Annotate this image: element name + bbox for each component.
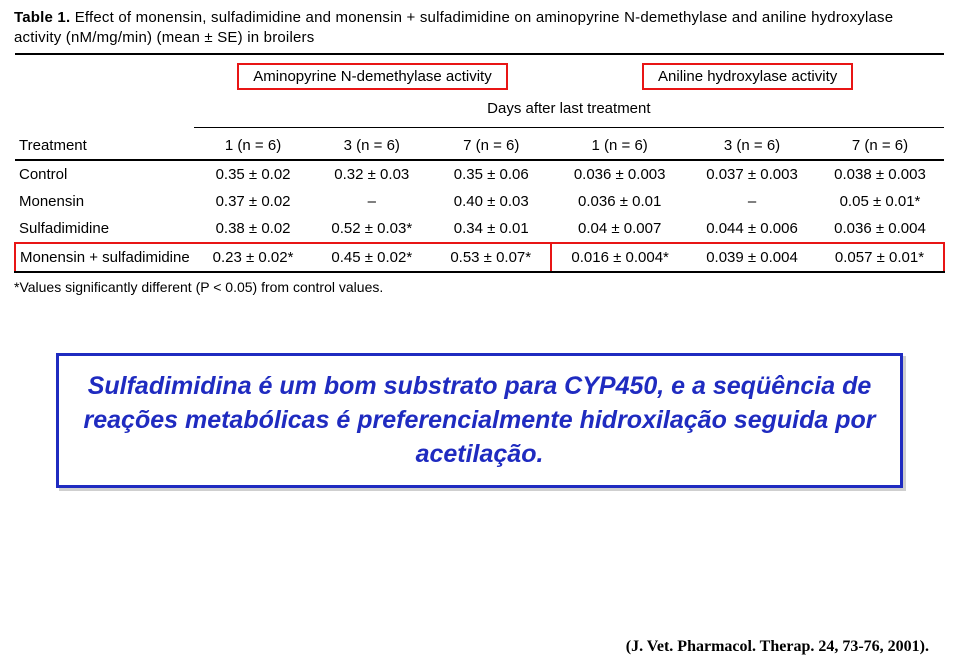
table-row: Control 0.35 ± 0.02 0.32 ± 0.03 0.35 ± 0… xyxy=(15,160,944,188)
day-col-4: 3 (n = 6) xyxy=(688,132,816,160)
table-cell: 0.34 ± 0.01 xyxy=(431,215,551,243)
table-cell: 0.057 ± 0.01* xyxy=(816,243,944,272)
day-col-0: 1 (n = 6) xyxy=(194,132,313,160)
table-cell: 0.40 ± 0.03 xyxy=(431,188,551,215)
caption-text: Effect of monensin, sulfadimidine and mo… xyxy=(14,9,893,46)
day-col-3: 1 (n = 6) xyxy=(551,132,688,160)
citation: (J. Vet. Pharmacol. Therap. 24, 73-76, 2… xyxy=(626,638,929,656)
table-row: Sulfadimidine 0.38 ± 0.02 0.52 ± 0.03* 0… xyxy=(15,215,944,243)
table-cell: 0.23 ± 0.02* xyxy=(194,243,313,272)
row-label: Control xyxy=(15,160,194,188)
table-container: Table 1. Effect of monensin, sulfadimidi… xyxy=(0,0,959,295)
table-row-highlighted: Monensin + sulfadimidine 0.23 ± 0.02* 0.… xyxy=(15,243,944,272)
highlight-text: Sulfadimidina é um bom substrato para CY… xyxy=(77,370,882,471)
activity-header-1: Aminopyrine N-demethylase activity xyxy=(237,63,507,90)
days-rule-row xyxy=(15,122,944,132)
table-cell: 0.037 ± 0.003 xyxy=(688,160,816,188)
table-cell: – xyxy=(312,188,431,215)
day-col-5: 7 (n = 6) xyxy=(816,132,944,160)
caption-prefix: Table 1. xyxy=(14,9,70,26)
table-cell: 0.036 ± 0.003 xyxy=(551,160,688,188)
table-cell: 0.036 ± 0.004 xyxy=(816,215,944,243)
table-cell: 0.32 ± 0.03 xyxy=(312,160,431,188)
table-cell: 0.05 ± 0.01* xyxy=(816,188,944,215)
treatment-column-header: Treatment xyxy=(15,132,194,160)
table-cell: 0.35 ± 0.06 xyxy=(431,160,551,188)
column-header-row: Treatment 1 (n = 6) 3 (n = 6) 7 (n = 6) … xyxy=(15,132,944,160)
table-cell: 0.039 ± 0.004 xyxy=(688,243,816,272)
table-cell: 0.04 ± 0.007 xyxy=(551,215,688,243)
table-cell: 0.044 ± 0.006 xyxy=(688,215,816,243)
table-row: Monensin 0.37 ± 0.02 – 0.40 ± 0.03 0.036… xyxy=(15,188,944,215)
row-label: Monensin xyxy=(15,188,194,215)
data-table: Aminopyrine N-demethylase activity Anili… xyxy=(14,53,945,273)
day-col-2: 7 (n = 6) xyxy=(431,132,551,160)
table-cell: 0.38 ± 0.02 xyxy=(194,215,313,243)
days-after-label: Days after last treatment xyxy=(194,95,944,122)
highlight-box: Sulfadimidina é um bom substrato para CY… xyxy=(56,353,903,488)
activity-header-2: Aniline hydroxylase activity xyxy=(642,63,853,90)
table-cell: 0.53 ± 0.07* xyxy=(431,243,551,272)
day-col-1: 3 (n = 6) xyxy=(312,132,431,160)
table-footnote: *Values significantly different (P < 0.0… xyxy=(14,279,945,295)
table-cell: 0.038 ± 0.003 xyxy=(816,160,944,188)
table-cell: 0.35 ± 0.02 xyxy=(194,160,313,188)
row-label: Sulfadimidine xyxy=(15,215,194,243)
row-label: Monensin + sulfadimidine xyxy=(15,243,194,272)
table-cell: 0.016 ± 0.004* xyxy=(551,243,688,272)
table-cell: – xyxy=(688,188,816,215)
table-caption: Table 1. Effect of monensin, sulfadimidi… xyxy=(14,8,945,47)
activity-header-row: Aminopyrine N-demethylase activity Anili… xyxy=(15,54,944,95)
table-cell: 0.52 ± 0.03* xyxy=(312,215,431,243)
table-cell: 0.37 ± 0.02 xyxy=(194,188,313,215)
table-cell: 0.036 ± 0.01 xyxy=(551,188,688,215)
days-label-row: Days after last treatment xyxy=(15,95,944,122)
table-cell: 0.45 ± 0.02* xyxy=(312,243,431,272)
